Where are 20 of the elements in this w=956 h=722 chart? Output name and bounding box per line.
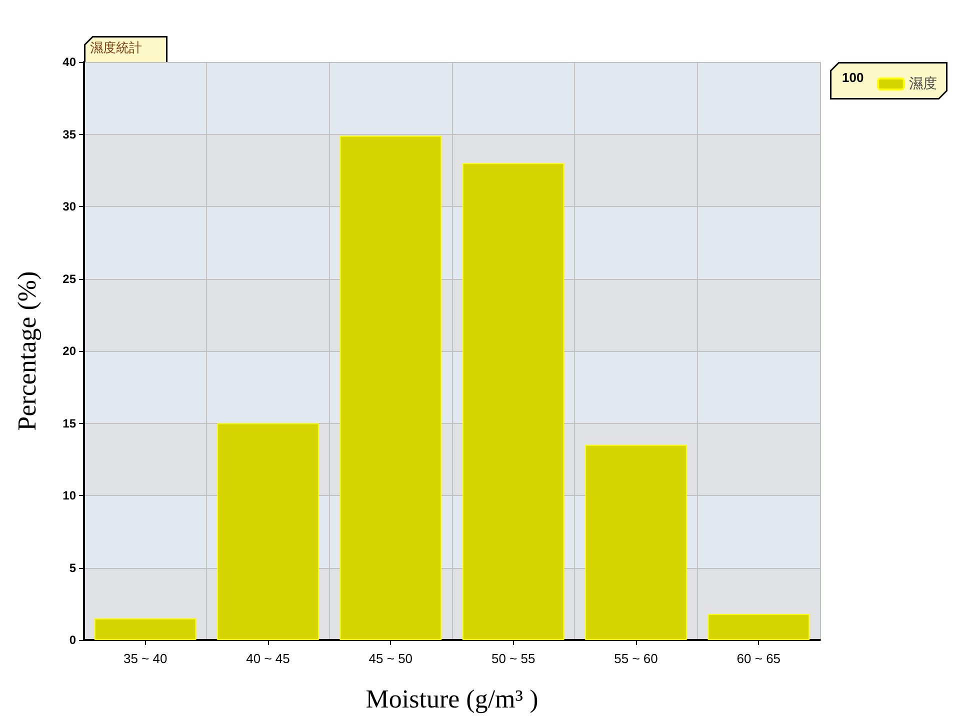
x-tick-label: 60 ~ 65	[736, 651, 781, 666]
y-tick-label: 30	[62, 200, 76, 214]
x-tick-label: 40 ~ 45	[246, 651, 290, 666]
y-tick-label: 40	[62, 55, 76, 69]
y-tick-label: 5	[69, 560, 76, 575]
y-tick-label: 25	[62, 272, 76, 286]
y-tick-label: 10	[62, 488, 76, 502]
x-axis-title: Moisture (g/m³ )	[366, 684, 538, 714]
x-tick-label: 45 ~ 50	[368, 651, 413, 666]
chart-title: 濕度統計	[90, 40, 142, 56]
y-axis-title: Percentage (%)	[12, 271, 42, 431]
y-tick-label: 35	[62, 127, 76, 142]
x-tick-label: 35 ~ 40	[123, 651, 168, 666]
x-tick-label: 50 ~ 55	[491, 651, 536, 666]
y-tick-label: 20	[62, 344, 76, 358]
text: 100	[842, 70, 864, 85]
x-tick-label: 55 ~ 60	[614, 651, 658, 666]
legend-label: 濕度	[909, 76, 937, 92]
y-tick-label: 0	[69, 633, 76, 647]
y-tick-label: 15	[62, 416, 76, 430]
